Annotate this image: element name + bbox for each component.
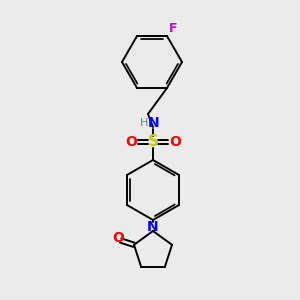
Text: S: S: [148, 134, 158, 149]
Text: O: O: [125, 135, 137, 149]
Text: N: N: [147, 220, 159, 234]
Text: O: O: [113, 232, 124, 245]
Text: O: O: [169, 135, 181, 149]
Text: F: F: [169, 22, 178, 35]
Text: N: N: [148, 116, 160, 130]
Text: H: H: [140, 118, 148, 128]
